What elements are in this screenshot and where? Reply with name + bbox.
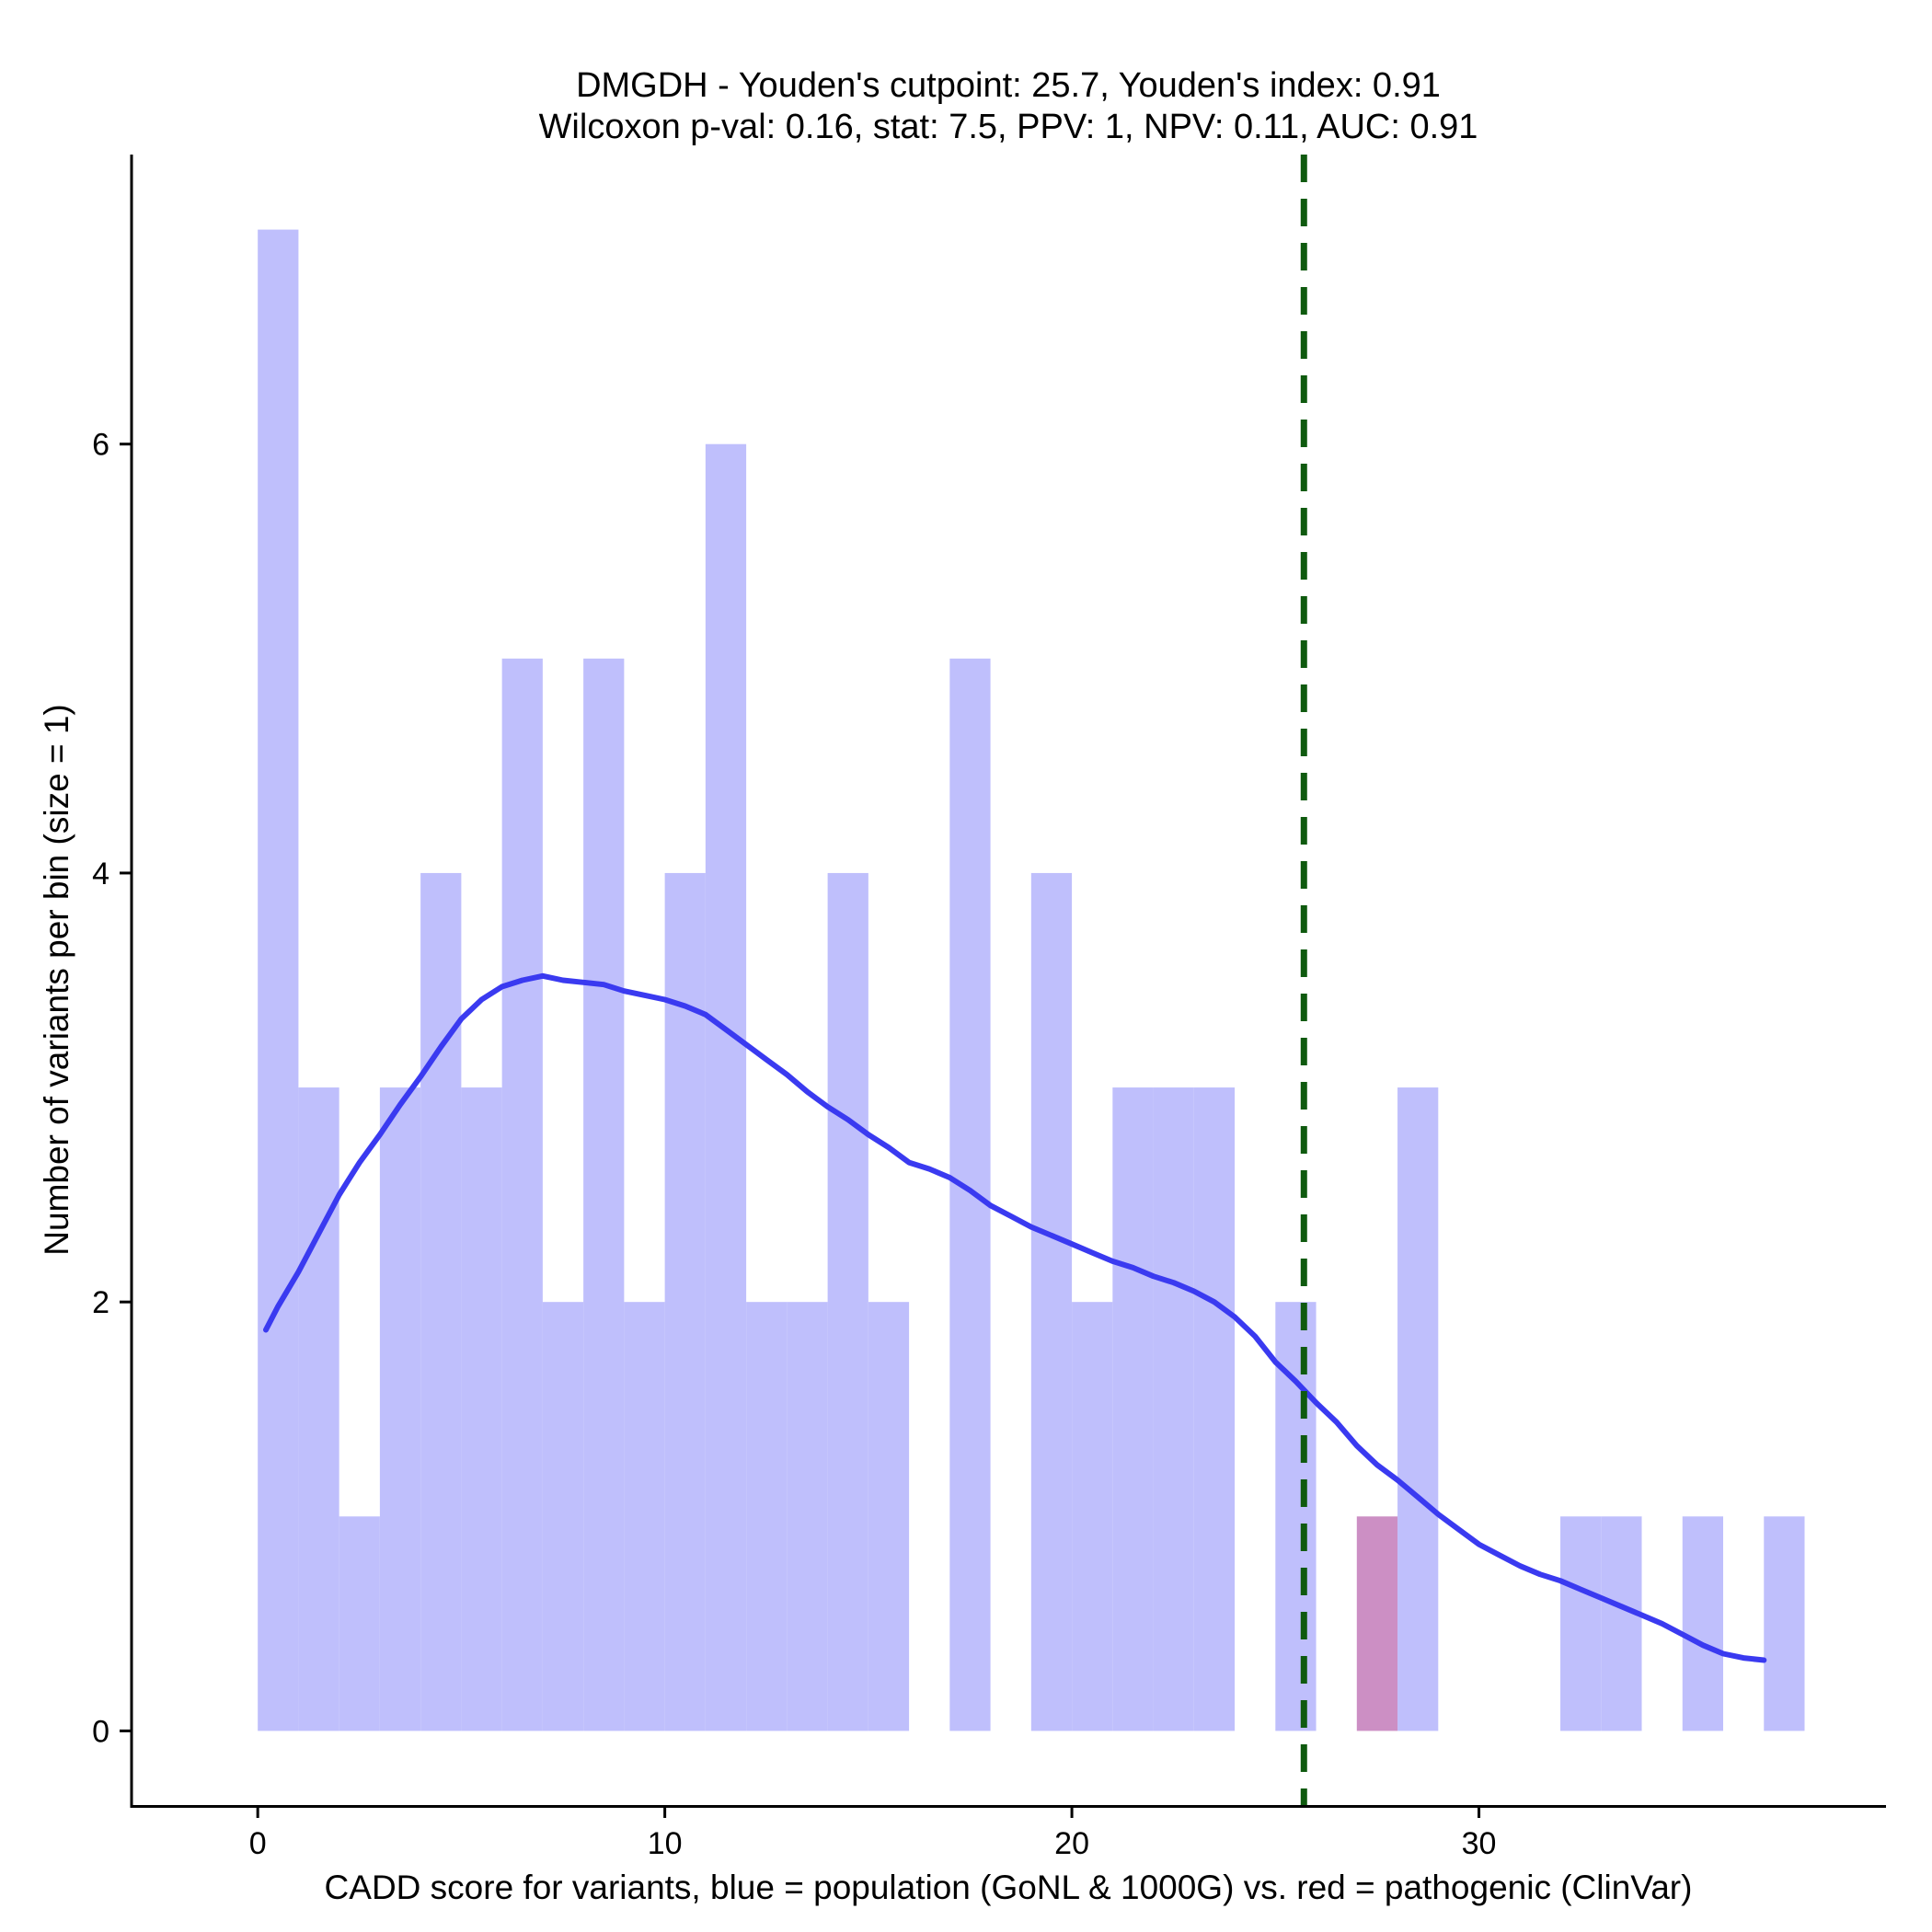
x-tick-label: 0 [249,1826,267,1861]
population-bar [1397,1087,1439,1731]
population-bar [1112,1087,1154,1731]
population-bar [1030,872,1073,1731]
population-bar [379,1087,421,1731]
population-bar [949,658,991,1731]
y-axis-ticks: 0 2 4 6 [92,428,132,1749]
population-bar [339,1516,380,1731]
chart-title: DMGDH - Youden's cutpoint: 25.7, Youden'… [576,66,1441,105]
x-axis-ticks: 0 10 20 30 [249,1806,1497,1861]
population-bar [1764,1516,1805,1731]
population-bar [1275,1302,1317,1731]
population-bar [746,1302,788,1731]
population-bar [827,872,868,1731]
population-bar [542,1302,584,1731]
population-bar [461,1087,502,1731]
y-tick-label: 2 [92,1285,109,1320]
y-axis-label: Number of variants per bin (size = 1) [38,704,75,1255]
population-bar [1193,1087,1236,1731]
pathogenic-bars [1356,1516,1398,1731]
population-bar [1601,1516,1642,1731]
population-bar [868,1302,910,1731]
population-bar [1072,1302,1113,1731]
population-bar [1560,1516,1602,1731]
y-tick-label: 6 [92,428,109,463]
population-bar [705,443,747,1731]
y-tick-label: 0 [92,1714,109,1749]
x-axis-label: CADD score for variants, blue = populati… [325,1869,1693,1906]
x-tick-label: 20 [1054,1826,1089,1861]
population-bar [624,1302,665,1731]
population-bar [420,872,462,1731]
y-tick-label: 4 [92,857,109,891]
population-bar [298,1087,339,1731]
population-bars [258,229,1805,1731]
x-tick-label: 10 [648,1826,683,1861]
population-bar [664,872,706,1731]
population-bar [258,229,299,1731]
population-bar [1682,1516,1724,1731]
x-tick-label: 30 [1462,1826,1497,1861]
population-bar [583,658,625,1731]
population-bar [501,658,543,1731]
plot-area [258,155,1805,1806]
population-bar [787,1302,828,1731]
chart-subtitle: Wilcoxon p-val: 0.16, stat: 7.5, PPV: 1,… [539,108,1478,146]
population-bar [1153,1087,1194,1731]
axes: 0 10 20 30 0 2 4 6 [92,155,1886,1861]
population-density-curve [263,972,1767,1663]
pathogenic-bar [1356,1516,1398,1731]
